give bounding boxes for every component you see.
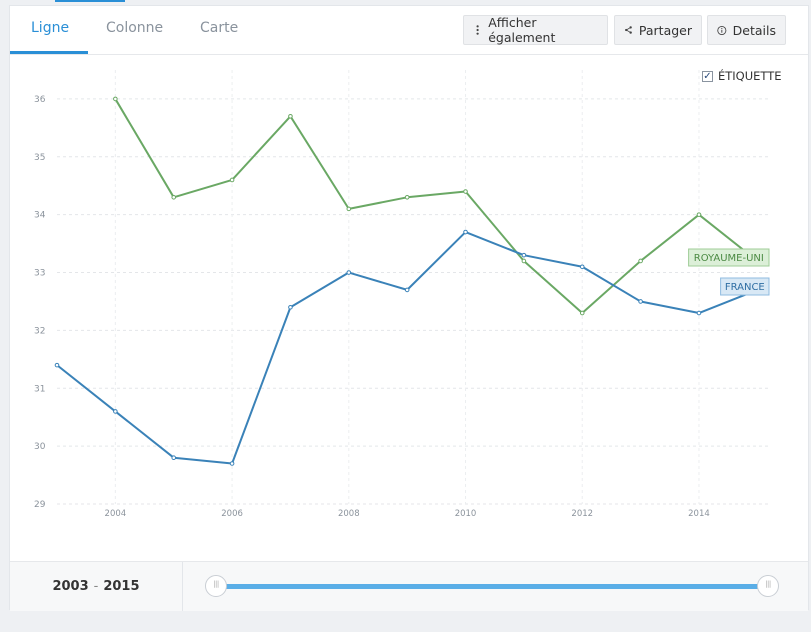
x-tick-label: 2014 [688,509,710,519]
label-toggle[interactable]: ✓ ÉTIQUETTE [702,69,782,83]
range-separator: - [93,579,99,594]
range-slider-end-handle[interactable] [757,575,779,597]
line-chart: 29 30 31 32 33 34 35 36 2004 2006 2008 2010 2012 2014… [34,70,770,519]
data-point [346,270,352,275]
x-tick-label: 2006 [221,509,243,519]
y-tick-label: 29 [34,500,46,510]
y-tick-label: 35 [34,153,45,163]
range-display: 2003 - 2015 [10,562,183,611]
range-slider-start-handle[interactable] [205,575,227,597]
x-tick-label: 2010 [455,509,477,519]
label-checkbox[interactable]: ✓ [702,70,713,82]
data-point [113,409,118,414]
data-point [638,299,643,304]
x-tick-label: 2012 [571,509,593,519]
top-accent-bar [55,0,125,2]
data-point [638,258,643,264]
data-point [696,310,702,316]
y-tick-label: 30 [34,442,46,452]
details-label: Details [732,22,776,38]
share-icon [625,26,632,34]
data-point [696,212,702,217]
series-label-box [720,277,770,296]
active-tab-underline [10,51,88,54]
data-point [346,206,352,212]
series-line-1 [56,231,758,465]
label-toggle-text: ÉTIQUETTE [718,69,782,83]
top-strip [0,0,811,5]
data-point [54,362,60,368]
data-point [521,258,527,264]
y-tick-label: 36 [34,95,46,105]
data-point [288,113,293,119]
data-point [404,287,410,293]
y-tick-label: 31 [34,384,45,394]
more-vertical-icon [476,25,479,35]
data-point [463,189,468,194]
show-also-button[interactable]: Afficher également [463,15,608,45]
data-point [171,455,177,461]
series-label-box [688,248,770,267]
data-point [463,229,468,235]
tab-carte[interactable]: Carte [200,20,239,36]
data-point [229,461,235,466]
x-tick-label: 2008 [338,509,360,519]
y-tick-label: 32 [34,326,45,336]
tab-ligne[interactable]: Ligne [31,20,70,36]
info-icon [717,25,727,35]
data-point [288,304,293,310]
data-point [171,195,177,200]
data-point [521,252,527,258]
show-also-label: Afficher également [488,15,556,45]
data-point [113,96,118,102]
share-label: Partager [638,22,692,38]
data-point [404,195,410,200]
series-label: ROYAUME-UNI [694,253,764,264]
range-end: 2015 [103,579,140,594]
tab-bar: Ligne Colonne Carte Afficher également P… [10,6,808,55]
range-slider-track[interactable] [222,584,770,589]
tab-colonne[interactable]: Colonne [106,20,164,36]
series-line-0 [114,98,758,315]
range-footer: 2003 - 2015 [10,561,808,611]
data-point [579,310,585,316]
y-tick-label: 34 [34,211,46,221]
data-point [579,264,585,270]
data-point [229,177,235,183]
range-start: 2003 [52,579,89,594]
details-button[interactable]: Details [707,15,786,45]
share-button[interactable]: Partager [614,15,702,45]
y-tick-label: 33 [34,269,45,279]
chart-panel: Ligne Colonne Carte Afficher également P… [9,5,809,611]
series-label: FRANCE [725,282,765,293]
x-tick-label: 2004 [105,509,127,519]
